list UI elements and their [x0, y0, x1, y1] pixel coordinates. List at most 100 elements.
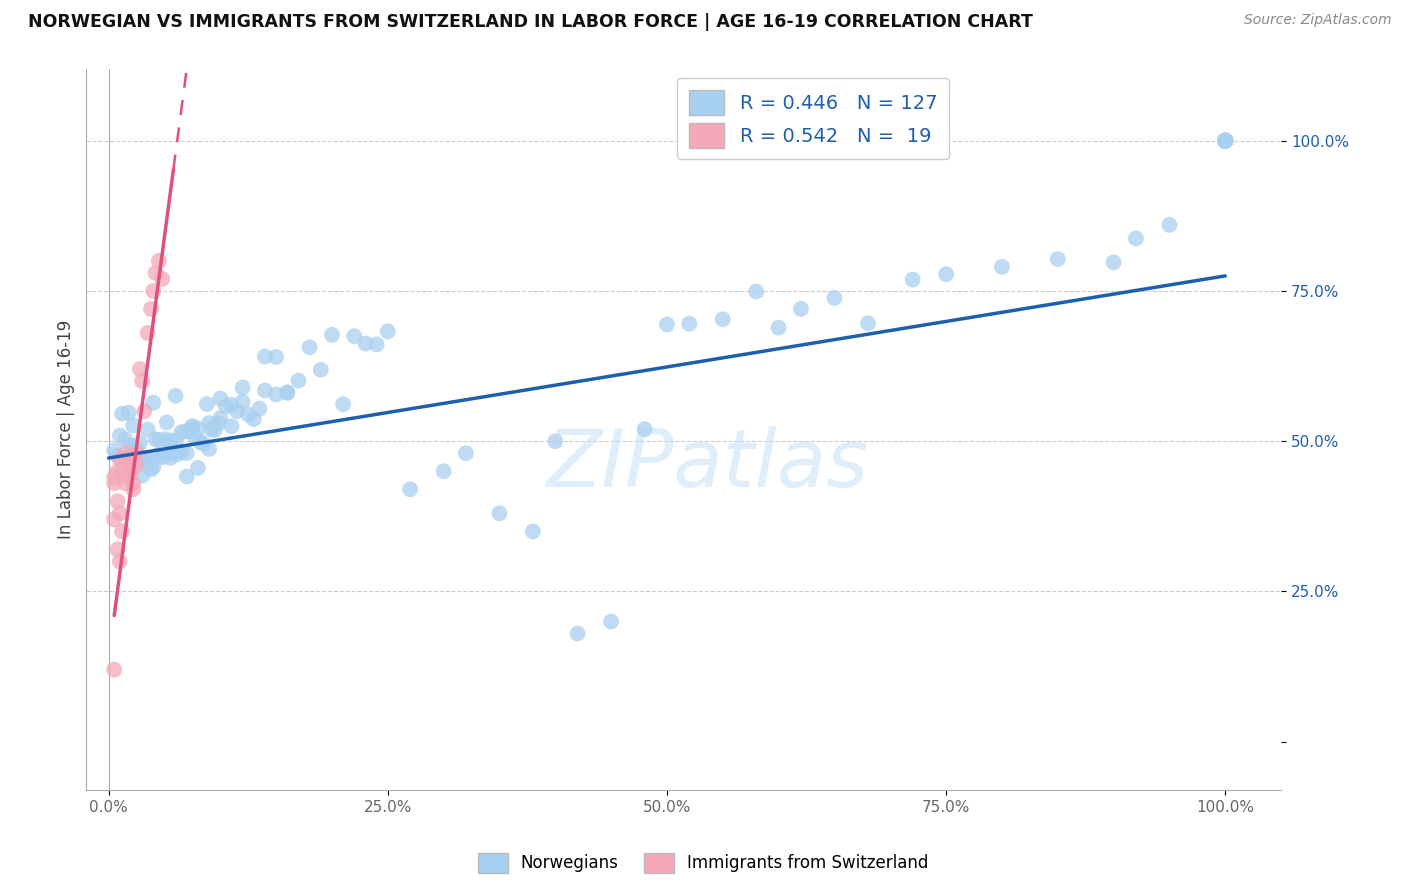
- Point: [264, 387, 287, 401]
- Point: [166, 447, 188, 461]
- Point: [600, 615, 623, 629]
- Point: [187, 461, 209, 475]
- Point: [148, 253, 170, 268]
- Point: [142, 396, 165, 410]
- Point: [1213, 134, 1236, 148]
- Point: [114, 450, 136, 465]
- Point: [488, 506, 510, 520]
- Y-axis label: In Labor Force | Age 16-19: In Labor Force | Age 16-19: [58, 319, 75, 539]
- Point: [136, 452, 159, 467]
- Point: [454, 446, 477, 460]
- Point: [1213, 134, 1236, 148]
- Point: [165, 434, 187, 449]
- Point: [544, 434, 567, 449]
- Point: [159, 434, 181, 448]
- Point: [991, 260, 1014, 274]
- Point: [150, 272, 173, 286]
- Point: [321, 327, 343, 342]
- Point: [1213, 134, 1236, 148]
- Text: Source: ZipAtlas.com: Source: ZipAtlas.com: [1244, 13, 1392, 28]
- Point: [148, 448, 170, 462]
- Point: [343, 329, 366, 343]
- Point: [1102, 255, 1125, 269]
- Point: [184, 430, 207, 444]
- Point: [107, 464, 129, 478]
- Point: [134, 450, 156, 465]
- Point: [253, 350, 276, 364]
- Point: [181, 419, 204, 434]
- Point: [1213, 134, 1236, 148]
- Point: [111, 464, 134, 478]
- Point: [522, 524, 544, 539]
- Point: [901, 272, 924, 286]
- Point: [232, 394, 254, 409]
- Point: [823, 291, 845, 305]
- Point: [232, 380, 254, 394]
- Point: [1213, 134, 1236, 148]
- Point: [399, 483, 422, 497]
- Point: [181, 421, 204, 435]
- Point: [139, 301, 162, 316]
- Point: [655, 318, 678, 332]
- Point: [1213, 134, 1236, 148]
- Point: [170, 444, 193, 458]
- Point: [139, 462, 162, 476]
- Point: [114, 446, 136, 460]
- Point: [103, 476, 125, 491]
- Point: [207, 417, 229, 431]
- Point: [1213, 134, 1236, 148]
- Point: [1213, 134, 1236, 148]
- Point: [253, 384, 276, 398]
- Point: [1159, 218, 1181, 232]
- Point: [165, 389, 187, 403]
- Point: [1213, 134, 1236, 148]
- Point: [142, 284, 165, 298]
- Point: [1213, 134, 1236, 148]
- Point: [118, 452, 141, 467]
- Point: [1213, 134, 1236, 148]
- Point: [195, 397, 218, 411]
- Point: [136, 326, 159, 340]
- Point: [131, 453, 153, 467]
- Point: [1046, 252, 1069, 266]
- Point: [125, 442, 148, 457]
- Point: [120, 464, 142, 478]
- Point: [209, 411, 232, 425]
- Point: [103, 512, 125, 526]
- Point: [238, 408, 260, 422]
- Point: [142, 459, 165, 474]
- Point: [153, 449, 176, 463]
- Point: [103, 443, 125, 458]
- Point: [433, 464, 456, 478]
- Point: [134, 404, 156, 418]
- Point: [1213, 134, 1236, 148]
- Point: [856, 316, 879, 330]
- Point: [156, 416, 179, 430]
- Point: [1213, 134, 1236, 148]
- Point: [198, 442, 221, 456]
- Point: [120, 438, 142, 452]
- Point: [153, 432, 176, 446]
- Point: [122, 449, 145, 463]
- Point: [122, 418, 145, 433]
- Text: ZIPatlas: ZIPatlas: [547, 426, 869, 504]
- Point: [159, 451, 181, 466]
- Point: [1213, 134, 1236, 148]
- Point: [309, 362, 332, 376]
- Point: [162, 445, 184, 459]
- Legend: R = 0.446   N = 127, R = 0.542   N =  19: R = 0.446 N = 127, R = 0.542 N = 19: [678, 78, 949, 160]
- Point: [1213, 134, 1236, 148]
- Point: [108, 506, 131, 520]
- Point: [103, 663, 125, 677]
- Point: [1213, 134, 1236, 148]
- Text: NORWEGIAN VS IMMIGRANTS FROM SWITZERLAND IN LABOR FORCE | AGE 16-19 CORRELATION : NORWEGIAN VS IMMIGRANTS FROM SWITZERLAND…: [28, 13, 1033, 31]
- Point: [118, 470, 141, 484]
- Point: [215, 400, 238, 414]
- Point: [243, 412, 266, 426]
- Point: [176, 469, 198, 483]
- Point: [125, 455, 148, 469]
- Point: [332, 397, 354, 411]
- Point: [204, 423, 226, 437]
- Point: [118, 406, 141, 420]
- Point: [1125, 231, 1147, 245]
